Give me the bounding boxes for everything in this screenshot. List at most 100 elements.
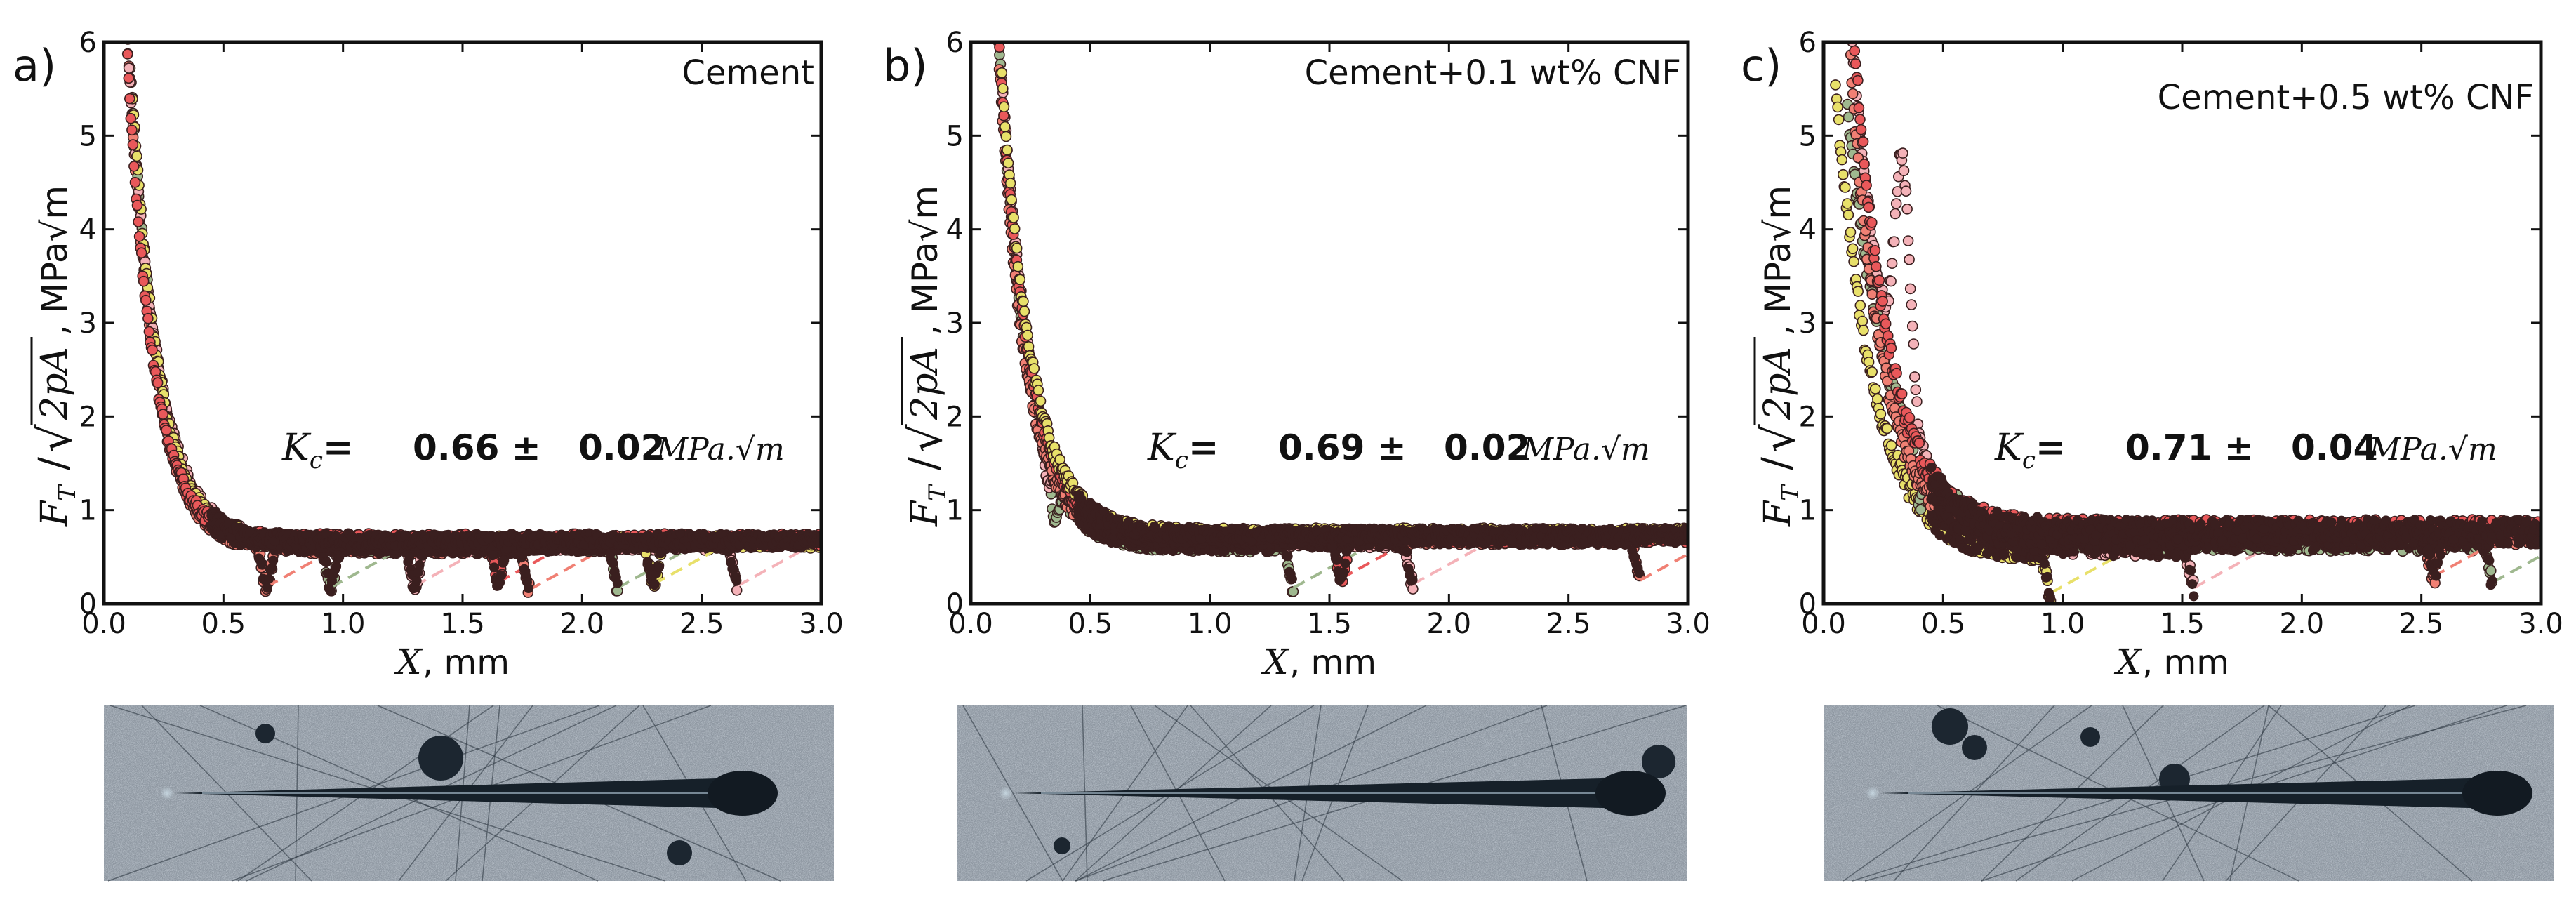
y-label-sqrt-sign: √ xyxy=(30,424,82,453)
panel-label: b) xyxy=(883,40,928,91)
data-point xyxy=(125,112,137,124)
kc-value: 0.66 ± xyxy=(413,427,541,468)
scratch-tip xyxy=(160,786,174,800)
data-point xyxy=(499,555,510,566)
data-point xyxy=(400,530,411,540)
data-point xyxy=(331,562,342,571)
data-point xyxy=(138,275,150,287)
pore xyxy=(418,736,463,781)
x-label-unit: , mm xyxy=(423,643,510,682)
data-point xyxy=(135,247,147,259)
data-point xyxy=(143,326,155,338)
pore xyxy=(667,840,692,865)
y-tick-label: 3 xyxy=(79,307,97,340)
y-label-unit: , MPa√m xyxy=(34,185,75,336)
series-1 xyxy=(994,49,1371,598)
data-point xyxy=(489,562,499,573)
x-tick-label: 2.5 xyxy=(679,608,724,640)
extrapolation-line xyxy=(330,543,409,589)
x-axis-label: X , mm xyxy=(394,642,510,682)
pore xyxy=(255,724,275,743)
data-point xyxy=(487,550,498,561)
data-point xyxy=(404,552,415,563)
y-axis-label: FT / √ 2pA , MPa√m xyxy=(30,185,82,527)
panel-label: a) xyxy=(13,40,56,91)
data-point xyxy=(123,72,135,84)
extrapolation-line xyxy=(653,540,731,585)
kc-unit: MPa.√m xyxy=(656,432,785,467)
x-label-var: X xyxy=(394,642,423,682)
data-point xyxy=(161,425,172,436)
x-tick-label: 1.5 xyxy=(440,608,485,640)
data-point xyxy=(124,93,135,105)
y-tick-label: 0 xyxy=(79,588,97,621)
extrapolation-line xyxy=(529,546,607,591)
data-point xyxy=(644,562,654,573)
data-point xyxy=(121,28,131,38)
data-point xyxy=(142,312,154,324)
kc-annotation: Kc= 0.66 ± 0.02 MPa.√m xyxy=(281,426,785,475)
data-point xyxy=(654,562,664,572)
y-tick-label: 6 xyxy=(79,27,97,59)
data-point xyxy=(608,558,618,569)
data-point xyxy=(579,539,590,550)
extrapolation-line xyxy=(413,542,492,588)
data-point xyxy=(131,199,143,211)
kc-symbol: Kc= xyxy=(281,426,353,475)
series-5 xyxy=(121,28,821,591)
extrapolation-line xyxy=(736,542,815,588)
data-point xyxy=(256,559,267,569)
y-label-numerator: FT xyxy=(34,484,81,527)
y-tick-label: 2 xyxy=(79,401,97,433)
indent-end xyxy=(708,771,778,816)
y-label-denominator: 2pA xyxy=(34,347,76,420)
data-point xyxy=(267,563,277,573)
series-3 xyxy=(122,48,815,596)
data-layer xyxy=(992,42,1688,598)
data-point xyxy=(413,567,423,578)
data-point xyxy=(126,124,138,136)
extrapolation-line xyxy=(1292,544,1371,590)
data-point xyxy=(133,216,144,227)
x-tick-label: 3.0 xyxy=(799,608,844,640)
data-point xyxy=(495,578,505,588)
data-point xyxy=(133,231,145,242)
data-point xyxy=(123,62,135,74)
y-tick-label: 5 xyxy=(79,120,97,152)
data-point xyxy=(157,409,169,420)
y-tick-label: 4 xyxy=(79,214,97,246)
data-point xyxy=(147,344,158,356)
data-point xyxy=(121,48,133,60)
data-point xyxy=(326,585,336,596)
data-point xyxy=(321,557,331,568)
data-point xyxy=(152,377,164,389)
y-label-slash: / xyxy=(31,457,77,470)
data-layer xyxy=(121,28,821,598)
data-point xyxy=(731,576,742,586)
micrograph xyxy=(104,705,834,882)
data-point xyxy=(1287,585,1299,597)
data-point xyxy=(129,176,141,188)
x-tick-label: 1.0 xyxy=(321,608,366,640)
data-point xyxy=(131,150,142,162)
overlap-band xyxy=(206,507,821,596)
data-point xyxy=(263,583,272,593)
data-point xyxy=(128,161,140,172)
data-point xyxy=(414,559,425,570)
data-point xyxy=(264,573,274,584)
x-tick-label: 0.5 xyxy=(201,608,246,640)
x-tick-label: 2.0 xyxy=(560,608,605,640)
extrapolation-line xyxy=(498,538,576,584)
extrapolation-line xyxy=(265,543,344,588)
data-point xyxy=(140,294,152,306)
data-point xyxy=(524,583,533,593)
x-tick-label: 0.0 xyxy=(81,608,126,640)
data-point xyxy=(127,139,139,150)
data-point xyxy=(543,531,554,541)
legend-text: Cement xyxy=(682,53,814,93)
